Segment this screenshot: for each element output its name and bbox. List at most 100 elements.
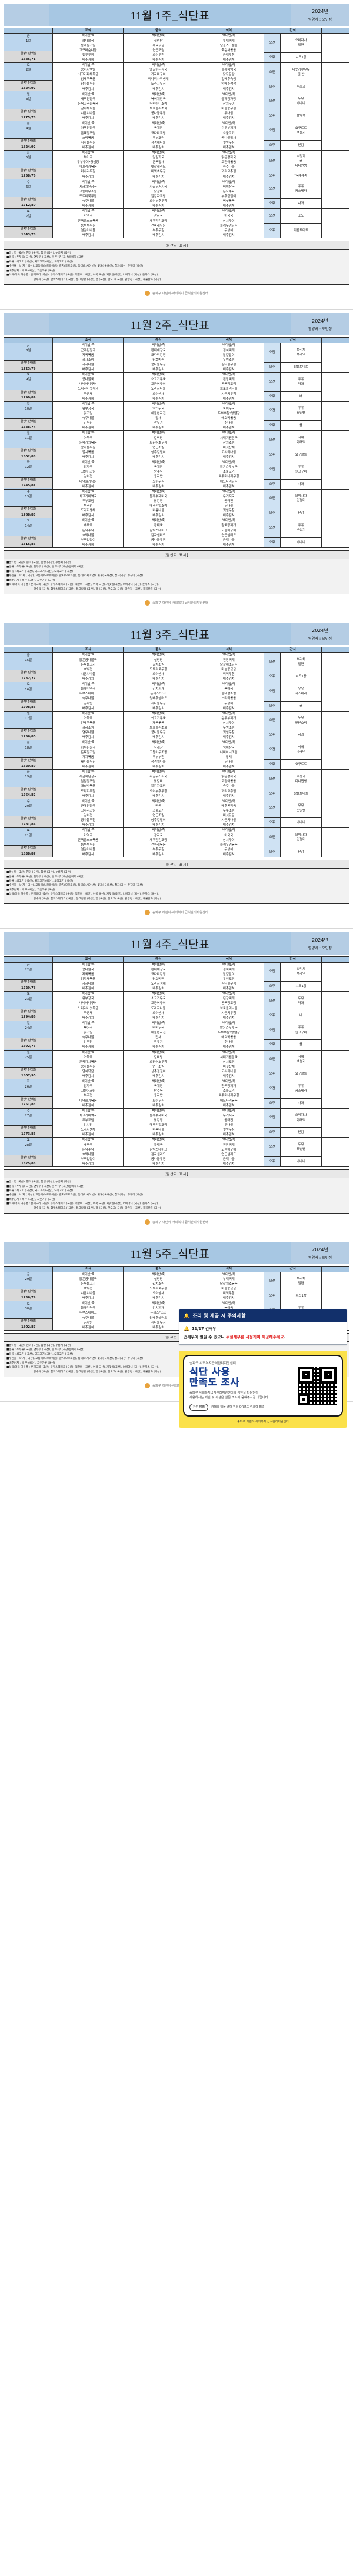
dish-item: 배추국 (84, 1143, 93, 1147)
dish-item: 배추된장국 (81, 97, 96, 101)
title-meta: 2024년 영양사 : 오민정 (291, 623, 349, 646)
snack-slot-am: 오전 (264, 798, 281, 819)
dish-item: 백미밥/죽 (222, 1272, 235, 1277)
day-of-week: 월 (26, 431, 30, 436)
dish-item: 백미밥/죽 (81, 151, 95, 155)
table-row: 목 7일 열량/ 단백질 1843/78 백미밥/죽 미역국 돈육굴소스볶음 동부묵무침 얼갈이… (3, 208, 349, 238)
dish-item: 배추김치 (82, 823, 94, 827)
col-lunch: 중식 (123, 956, 194, 963)
snack-cell: 우유 찐고구마 (280, 1020, 322, 1041)
menu-header-row: 조식 중식 석식 간식 (3, 647, 349, 653)
dish-item: 백미밥/죽 (152, 1138, 165, 1142)
kcal-value: 1816/86 (4, 541, 54, 547)
dish-item: 삼치구이 (222, 102, 235, 106)
dish-item: 배추김치 (152, 1325, 165, 1329)
dish-item: 콩비지백탕 (81, 68, 96, 72)
dish-item: 제육볶음 (82, 972, 94, 976)
dish-item: 시금치나물 (221, 819, 237, 823)
origin-line: ■콩류 : 두부류( 국산), 연두부 ( 국산), 순 두 부 (국산)콩비지… (6, 1185, 85, 1188)
dish-item: 콩나물무침 (81, 819, 96, 823)
dish-item: 배추김치 (152, 543, 165, 547)
day-date: 19일 (25, 775, 32, 779)
dish-item: 들깨미역국 (81, 1307, 96, 1311)
dish-item: 배추김치 (152, 175, 165, 179)
sheet-title: 11월 5주_식단표 (49, 1242, 291, 1265)
dinner-cell: 백미밥/죽 김치찌개 달걀말이 우엉조림 참나물무침 배추김치 (193, 343, 265, 373)
nutritionist-label: 영양사 : 오민정 (308, 17, 332, 22)
notice-text-highlight: 두절새우를 사용하여 제공해주세요 (226, 1335, 284, 1340)
origin-line: ■콩류 : 두부류( 국산), 연두부 ( 국산), 순 두 부 (국산)콩비지… (6, 566, 85, 569)
dish-item: 깍두기 (154, 421, 163, 426)
dinner-cell: 백미밥/죽 북어무국 두부부침*양념장 애호박볶음 취나물 배추김치 (193, 401, 265, 431)
breakfast-cell: 백미밥/죽 어묵국 건새우볶음 감자조림 열무나물 배추김치 (52, 710, 124, 741)
note-cell (321, 62, 349, 92)
breakfast-cell: 백미밥/죽 유부장국 너비아니구이 느타리버섯볶음 무생채 배추김치 (52, 991, 124, 1021)
day-date: 5일 (26, 156, 31, 160)
dish-item: 시금치나물 (81, 1292, 96, 1296)
origin-line: ■수산물 : 낙 지 ( 국산), 고등어(노르웨이산), 갈치(모로코산), … (6, 265, 144, 268)
breakfast-cell: 백미밥/죽 콩나물국 너비아니구이 느타리버섯볶음 무생채 배추김치 (52, 372, 124, 402)
snack-slot-pm: 오후 (264, 478, 281, 490)
breakfast-cell: 백미밥/죽 들깨미역국 두부스테이크 숙주나물 김자반 배추김치 (52, 682, 124, 712)
qr-inner: 송파구 사회복지급식관리지원센터 식단 사용 만족도 조사 송파구 사회복지급식관리지… (183, 1355, 343, 1417)
dish-item: 백미밥/죽 (222, 1080, 235, 1084)
dish-item: 백미밥/죽 (222, 683, 235, 687)
qr-org: 송파구 사회복지급식관리지원센터 (189, 1362, 236, 1366)
dish-item: 닭살채소볶음 (219, 663, 238, 667)
origin-line: ■식육/어육 가공품 : 훈제오리 (국산), 두부스테이크 (국산), 떡갈비… (6, 583, 159, 587)
dish-item: 콩자반 (154, 1094, 163, 1098)
dish-item: 삼치구이 (222, 722, 235, 726)
kcal-value: 1843/78 (4, 232, 54, 238)
table-row: 오후 배 (4, 391, 349, 402)
snack-cell: 단감 (280, 1127, 322, 1138)
dish-item: 깻잎무침 (222, 141, 235, 145)
col-day (3, 647, 54, 653)
table-row: 금 22일 열량/ 단백질 1729/78 백미밥/죽 콩나물국 제육볶음 감자채볶음 가지나물… (3, 962, 349, 992)
org-logo-icon (144, 1219, 150, 1225)
dish-item: 무나물 (224, 112, 234, 116)
dish-item: 달걀장조림 (81, 780, 96, 784)
kcal-value: 1773/85 (4, 1132, 54, 1138)
snack-item: 오미자차 (295, 1114, 307, 1118)
snack-item: 우유 (298, 407, 304, 411)
table-row: 토 16일 열량/ 단백질 1798/85 백미밥/죽 들깨미역국 두부스테이크 숙주나물 김자… (3, 682, 349, 712)
dish-item: 백미밥/죽 (152, 210, 165, 214)
dish-item: 콩나물무침 (151, 363, 166, 367)
origin-line: 탕수육 (국산), 함박스테이크 ( 국산), 동그랑땡 (국산), 햄 (국산… (34, 1206, 161, 1210)
dish-item: 가자미구이 (151, 73, 166, 77)
snack-cell: 바나나 (280, 1156, 322, 1168)
dish-item: 죽순채볶음 (221, 48, 237, 52)
snack-item: 요구르트 (295, 453, 307, 457)
notice-text-before: 건새우에 찔릴 수 있으니 (184, 1335, 226, 1340)
snack-cell: 방울토마토 (280, 788, 322, 799)
dish-item: 백미밥/죽 (81, 1302, 95, 1306)
dish-item: 도라지생채 (81, 1128, 96, 1132)
snack-cell: 수정과 귤 미니찐빵 (280, 150, 322, 172)
dish-item: 북어무국 (222, 407, 235, 411)
snack-item: 호박죽 (297, 114, 306, 118)
breakfast-cell: 백미밥/죽 감자국 고등어조림 김치전 미역줄기볶음 배추김치 (52, 460, 124, 490)
week-sheet: 11월 4주_식단표 2024년 영양사 : 오민정 조식 중식 석식 간식 (0, 929, 353, 1234)
dish-item: 고등어조림 (81, 1089, 96, 1093)
lunch-cell: 백미밥/죽 육개장 고등어무조림 두부부침 청경채나물 배추김치 (123, 740, 194, 770)
qr-code-icon[interactable] (298, 1366, 337, 1405)
col-snack: 간식 (264, 337, 322, 344)
dish-item: 오이생채 (152, 1292, 165, 1296)
qr-survey-card[interactable]: 송파구 사회복지급식관리지원센터 식단 사용 만족도 조사 송파구 사회복지급식관리지… (179, 1351, 347, 1428)
snack-slot-pm: 오후 (264, 223, 281, 238)
dish-item: 연근조림 (152, 814, 165, 818)
day-date: 22일 (25, 968, 32, 972)
snack-cell: 두유 바나나 (280, 91, 322, 112)
note-cell (321, 991, 349, 1021)
snack-item: 카스테라 (295, 190, 307, 194)
dish-item: 배추김치 (222, 852, 235, 856)
dish-item: 갈치조림 (152, 663, 165, 667)
dish-item: 배추김치 (222, 765, 235, 769)
lunch-cell: 백미밥/죽 설렁탕 제육볶음 연근조림 오이무침 배추김치 (123, 33, 194, 64)
day-date: 15일 (25, 658, 32, 662)
dish-item: 설렁탕 (154, 39, 163, 43)
dish-item: 두부조림 (222, 809, 235, 813)
table-row: 일 3일 열량/ 단백질 1775/78 백미밥/죽 배추된장국 돈육고추장볶음 감자채볶음 시… (3, 91, 349, 122)
snack-slot-am: 오전 (264, 710, 281, 731)
dish-item: 배추김치 (152, 204, 165, 208)
